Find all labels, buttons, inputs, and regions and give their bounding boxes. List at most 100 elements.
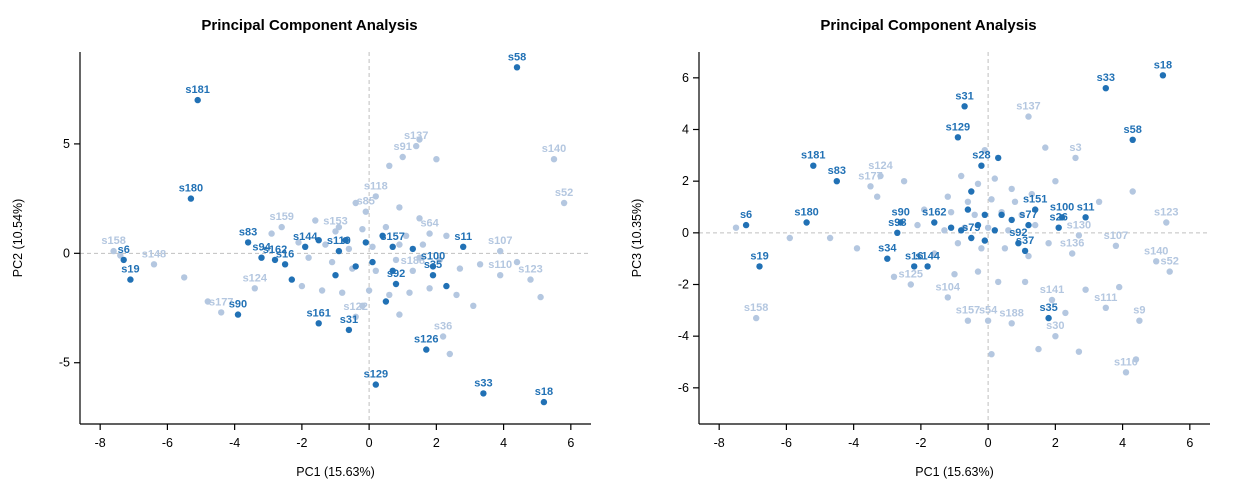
data-point [1021,278,1029,286]
data-point [453,291,460,299]
data-point [443,282,450,290]
data-point [958,172,965,180]
point-label-s188: s188 [999,307,1023,319]
data-point-s11 [1082,214,1089,221]
data-point-s144 [302,243,309,250]
data-point-s181 [194,96,201,104]
point-label-s58: s58 [1123,124,1141,136]
point-label-s26: s26 [1050,212,1068,224]
data-point-s6 [742,221,750,229]
y-tick-label: 4 [682,123,689,137]
point-label-s181: s181 [185,84,209,96]
data-point [352,263,359,270]
data-point-s92 [392,280,400,288]
data-point-s16 [281,261,289,268]
data-point [1116,283,1123,291]
data-point-s79 [968,234,975,242]
data-point [974,268,982,275]
point-label-s180: s180 [179,183,203,195]
data-point-s129 [954,134,962,141]
data-point-s92 [1015,240,1022,247]
data-point [1052,178,1059,185]
pca-plot-pc1-pc2: Principal Component Analysis -8 -6 -4 -2 0 2 4 6… [11,17,591,479]
x-tick-label: -6 [781,436,792,450]
data-point [964,206,972,213]
point-label-s83: s83 [239,226,257,238]
data-point [826,234,834,242]
data-point [298,282,306,290]
data-point-s123 [527,276,534,283]
data-point [476,261,484,268]
data-point [386,162,393,169]
point-label-s107: s107 [488,235,512,247]
point-label-s180: s180 [794,207,818,219]
data-point [958,227,965,234]
data-point-s31 [345,326,353,334]
data-point [443,232,450,239]
data-point [1001,245,1009,252]
data-point-s137 [413,142,420,150]
data-point [537,293,544,301]
data-point [1082,286,1089,293]
point-label-s11: s11 [454,231,472,243]
point-label-s118: s118 [364,180,388,192]
data-point-s34 [884,255,891,262]
data-point [433,156,440,163]
data-point [369,243,376,250]
data-point-s91 [399,153,406,161]
data-point-s19 [756,263,763,270]
point-label-s151: s151 [1023,194,1047,206]
data-point [1005,227,1012,234]
point-label-s16: s16 [276,248,294,260]
data-point [335,223,343,231]
data-point-s100 [1058,214,1066,221]
data-point-s100 [429,263,437,270]
x-tick-label: 6 [567,436,574,450]
point-label-s91: s91 [394,141,412,153]
data-point [416,215,423,222]
x-tick-label: -4 [229,436,240,450]
data-point [426,285,433,292]
data-point-s52 [560,199,568,207]
x-axis-label: PC1 (15.63%) [296,465,375,479]
point-label-s31: s31 [340,314,358,326]
data-point [389,267,396,274]
y-tick-label: 2 [682,174,689,188]
data-point [339,289,346,296]
point-label-s177: s177 [858,170,882,182]
point-label-s33: s33 [474,377,492,389]
data-point-s129 [372,381,379,388]
data-point [322,241,329,248]
data-point [204,298,211,305]
data-point [359,302,366,309]
data-point [947,209,955,216]
data-point [362,239,369,246]
x-tick-label: -2 [915,436,926,450]
point-label-s37: s37 [1016,235,1034,247]
data-point-s140 [550,156,558,163]
point-label-s110: s110 [1114,356,1138,368]
data-point-s33 [480,390,487,397]
data-point [416,136,423,143]
data-point [396,241,403,248]
data-point-s64 [426,230,433,237]
data-point-s153 [332,228,339,235]
data-point [1095,198,1103,205]
x-tick-label: -6 [162,436,173,450]
x-tick-label: 2 [433,436,440,450]
x-tick-label: 4 [500,436,507,450]
point-label-s161: s161 [306,307,330,319]
data-point [1025,252,1032,260]
data-point [365,287,373,294]
data-point-s126 [423,346,430,353]
point-label-s92: s92 [1009,227,1027,239]
data-point-s122 [352,313,359,320]
point-label-s159: s159 [269,211,293,223]
point-label-s54: s54 [979,305,998,317]
point-label-s33: s33 [1097,72,1115,84]
chart-title: Principal Component Analysis [201,17,417,34]
data-point [978,245,985,252]
data-point [951,271,958,278]
data-point [931,250,938,257]
data-point [312,217,319,224]
